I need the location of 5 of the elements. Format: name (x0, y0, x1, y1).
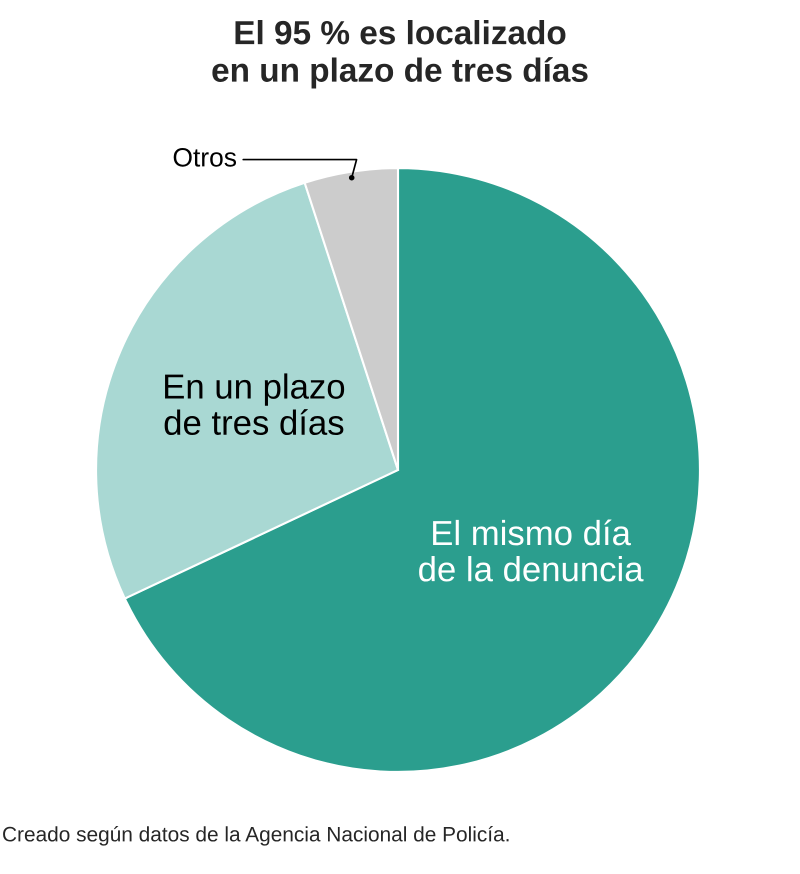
text: Creado según datos de la Agencia Nacional de Policía. (3, 826, 509, 846)
slice-label: El mismo día de la denuncia (419, 519, 644, 582)
slice-label: En un plazo de tres días (164, 373, 344, 436)
chart-title: El 95 % es localizado en un plazo de tres días (212, 20, 588, 89)
slice-label: Otros (174, 148, 236, 167)
